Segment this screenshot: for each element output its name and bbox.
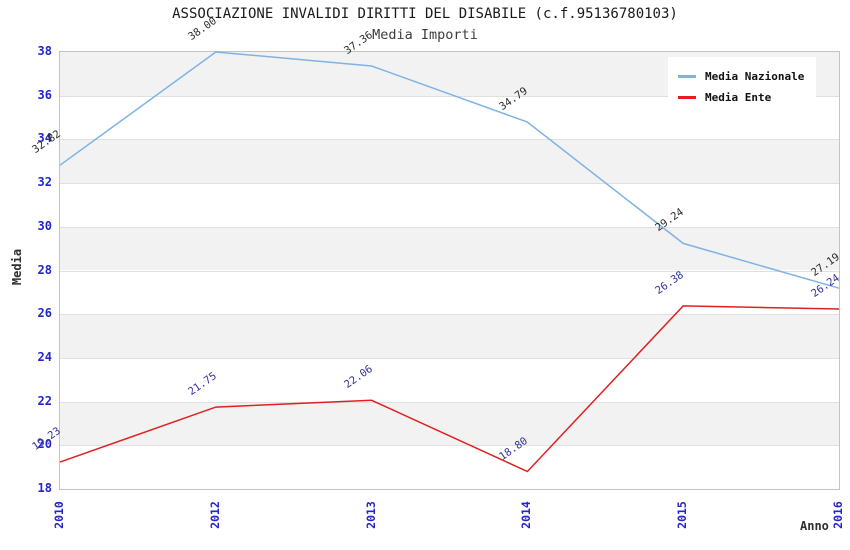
legend: Media Nazionale Media Ente [668,57,816,116]
legend-item-media-nazionale: Media Nazionale [678,67,806,85]
plot-band [60,183,839,227]
gridline [60,183,839,185]
plot-band [60,445,839,489]
y-tick-label: 20 [37,437,52,452]
plot-band [60,314,839,358]
x-axis-title: Anno [800,519,829,533]
gridline [60,270,839,272]
y-tick-label: 28 [37,262,52,277]
x-tick-label: 2015 [675,501,690,529]
series-lines [59,51,840,473]
series-line-media-ente [59,305,840,473]
plot-band [60,401,839,446]
legend-label-media-ente: Media Ente [705,90,772,104]
x-tick-label: 2013 [363,501,378,529]
media-ente-line-swatch [678,95,696,99]
x-tick-label: 2010 [52,501,66,529]
x-tick-label: 2014 [519,501,534,529]
y-tick-label: 30 [37,218,52,233]
gridline [60,357,839,359]
series-line-media-nazionale [59,51,840,289]
y-tick-label: 36 [37,87,52,102]
plot-area [59,51,840,490]
y-tick-label: 34 [37,131,52,146]
y-tick-label: 32 [37,175,52,190]
gridline [60,95,839,97]
legend-item-media-ente: Media Ente [678,88,806,106]
plot-band [60,357,839,402]
y-tick-label: 26 [37,306,52,321]
gridline [60,226,839,228]
plot-band [60,139,839,184]
media-nazionale-line-swatch [678,74,696,78]
y-tick-label: 18 [37,481,52,495]
chart-title: ASSOCIAZIONE INVALIDI DIRITTI DEL DISABI… [172,6,678,22]
y-tick-label: 24 [37,349,52,364]
gridline [60,401,839,403]
legend-label-media-nazionale: Media Nazionale [705,69,805,83]
chart-subtitle: Media Importi [372,27,478,43]
gridline [60,314,839,316]
gridline [60,139,839,141]
x-tick-label: 2012 [207,501,222,529]
plot-band [60,226,839,271]
y-tick-label: 22 [37,393,52,408]
gridline [60,445,839,447]
y-tick-label: 38 [37,44,52,58]
